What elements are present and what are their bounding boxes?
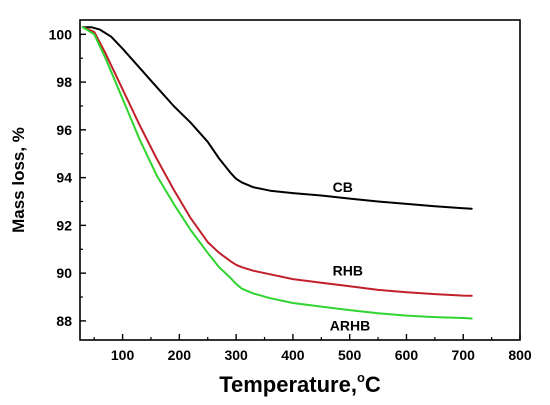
y-tick-label: 100 <box>49 26 73 42</box>
series-line-cb <box>81 26 473 210</box>
x-tick-label: 300 <box>224 347 248 363</box>
series-line-arhb <box>81 26 473 320</box>
y-tick-label: 94 <box>56 170 72 186</box>
y-tick-label: 92 <box>56 217 72 233</box>
x-tick-label: 200 <box>168 347 192 363</box>
x-axis-title-degree: o <box>357 370 365 385</box>
x-tick-label: 500 <box>338 347 362 363</box>
x-axis-title-unit: C <box>365 372 381 397</box>
x-tick-label: 600 <box>395 347 419 363</box>
y-axis-title: Mass loss, % <box>9 127 28 233</box>
x-axis-title: Temperature,oC <box>219 370 381 397</box>
series-label-rhb: RHB <box>333 263 363 279</box>
y-tick-label: 88 <box>56 313 72 329</box>
series-label-cb: CB <box>333 179 353 195</box>
series-line-rhb <box>81 26 473 297</box>
plot-frame <box>79 19 521 341</box>
x-tick-label: 800 <box>508 347 532 363</box>
x-tick-label: 100 <box>111 347 135 363</box>
x-axis-title-text: Temperature, <box>219 372 357 397</box>
y-tick-label: 90 <box>56 265 72 281</box>
x-tick-label: 700 <box>452 347 476 363</box>
x-tick-label: 400 <box>281 347 305 363</box>
y-tick-label: 96 <box>56 122 72 138</box>
y-tick-label: 98 <box>56 74 72 90</box>
series-label-arhb: ARHB <box>330 317 370 333</box>
